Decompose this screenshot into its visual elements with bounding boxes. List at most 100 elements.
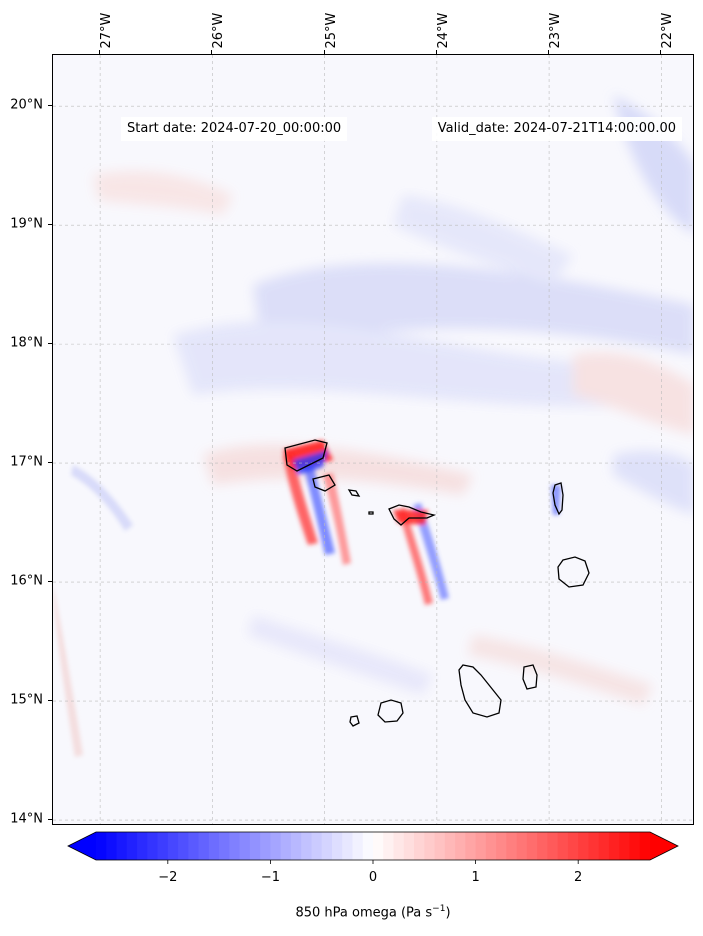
longitude-tick	[660, 50, 662, 54]
island-raso	[368, 511, 374, 515]
colorbar-step	[342, 832, 353, 860]
longitude-label: 24°W	[428, 6, 451, 56]
colorbar-step	[434, 832, 446, 860]
latitude-label: 18°N	[10, 335, 43, 351]
colorbar-step	[198, 832, 210, 860]
colorbar-step	[362, 832, 374, 860]
colorbar-step	[485, 832, 497, 860]
colorbar-step	[321, 832, 333, 860]
latitude-label: 16°N	[10, 573, 43, 589]
colorbar-step	[475, 832, 487, 860]
latitude-label: 19°N	[10, 216, 43, 232]
colorbar-step	[137, 832, 148, 860]
latitude-label: 15°N	[10, 692, 43, 708]
latitude-tick	[48, 343, 52, 345]
colorbar-step	[629, 832, 641, 860]
colorbar-step	[311, 832, 323, 860]
colorbar-tick-label: 2	[574, 870, 583, 885]
latitude-tick	[48, 224, 52, 226]
longitude-label-text: 25°W	[323, 12, 339, 49]
colorbar-step	[465, 832, 477, 860]
colorbar-step	[537, 832, 548, 860]
longitude-tick	[323, 50, 325, 54]
colorbar-step	[567, 832, 579, 860]
colorbar-step	[403, 832, 415, 860]
wave-features	[53, 440, 561, 757]
island-boa-vista	[557, 556, 590, 588]
longitude-label: 25°W	[316, 6, 339, 56]
island-santa-luzia	[347, 489, 361, 497]
colorbar-step	[424, 832, 436, 860]
valid-date-label: Valid_date: 2024-07-21T14:00:00.00	[431, 117, 682, 141]
longitude-label: 26°W	[203, 6, 226, 56]
colorbar-step	[331, 832, 343, 860]
colorbar-title-text: 850 hPa omega (Pa s	[295, 905, 433, 921]
colorbar-step	[414, 832, 425, 860]
colorbar-step	[516, 832, 528, 860]
island-sao-vicente	[312, 474, 336, 492]
colorbar-step	[578, 832, 589, 860]
colorbar-step	[639, 832, 651, 860]
longitude-label-text: 24°W	[435, 12, 451, 49]
colorbar-step	[383, 832, 395, 860]
colorbar-step	[126, 832, 138, 860]
island-fogo	[377, 699, 404, 723]
longitude-label-text: 26°W	[211, 12, 227, 49]
colorbar-step	[588, 832, 600, 860]
colorbar-step	[547, 832, 559, 860]
latitude-tick	[48, 700, 52, 702]
colorbar-ticks	[167, 860, 579, 864]
longitude-label-text: 22°W	[660, 12, 676, 49]
colorbar-step	[444, 832, 456, 860]
gridlines	[53, 55, 693, 824]
colorbar-step	[106, 832, 118, 860]
colorbar-tick-label: −1	[260, 870, 280, 885]
latitude-tick	[48, 105, 52, 107]
colorbar-title-exponent: −1	[432, 904, 446, 914]
colorbar-extend-low	[68, 832, 96, 860]
colorbar-outline	[67, 831, 679, 861]
island-santiago	[458, 664, 502, 718]
colorbar-step	[393, 832, 405, 860]
colorbar-step	[260, 832, 271, 860]
longitude-tick	[99, 50, 101, 54]
longitude-label-text: 23°W	[548, 12, 564, 49]
colorbar-step	[188, 832, 200, 860]
colorbar-step	[352, 832, 364, 860]
colorbar-step	[280, 832, 292, 860]
colorbar-step	[178, 832, 189, 860]
colorbar-gradient	[68, 832, 678, 860]
colorbar-step	[526, 832, 538, 860]
colorbar-tick-label: 1	[471, 870, 480, 885]
colorbar-step	[249, 832, 261, 860]
colorbar-step	[157, 832, 169, 860]
longitude-label: 22°W	[652, 6, 675, 56]
longitude-tick	[548, 50, 550, 54]
island-maio	[522, 664, 538, 690]
island-santo-antao	[284, 439, 328, 472]
background-field	[93, 95, 693, 705]
island-sao-nicolau	[388, 504, 437, 526]
colorbar-step	[96, 832, 107, 860]
colorbar-step	[167, 832, 179, 860]
colorbar-title: 850 hPa omega (Pa s−1)	[295, 904, 450, 920]
latitude-label: 20°N	[10, 97, 43, 113]
colorbar-step	[301, 832, 312, 860]
colorbar-step	[290, 832, 302, 860]
longitude-tick	[435, 50, 437, 54]
latitude-tick	[48, 819, 52, 821]
colorbar-step	[608, 832, 620, 860]
colorbar-title-close: )	[445, 905, 451, 921]
map-panel: Start date: 2024-07-20_00:00:00 Valid_da…	[52, 54, 694, 825]
colorbar-tick-label: 0	[368, 870, 378, 885]
longitude-label-text: 27°W	[99, 12, 115, 49]
latitude-tick	[48, 462, 52, 464]
colorbar-tick-label: −2	[158, 870, 178, 885]
colorbar-step	[598, 832, 610, 860]
longitude-tick	[211, 50, 213, 54]
coastlines	[284, 439, 590, 727]
colorbar	[67, 831, 679, 864]
colorbar-step	[147, 832, 159, 860]
latitude-label: 17°N	[10, 454, 43, 470]
colorbar-step	[229, 832, 241, 860]
